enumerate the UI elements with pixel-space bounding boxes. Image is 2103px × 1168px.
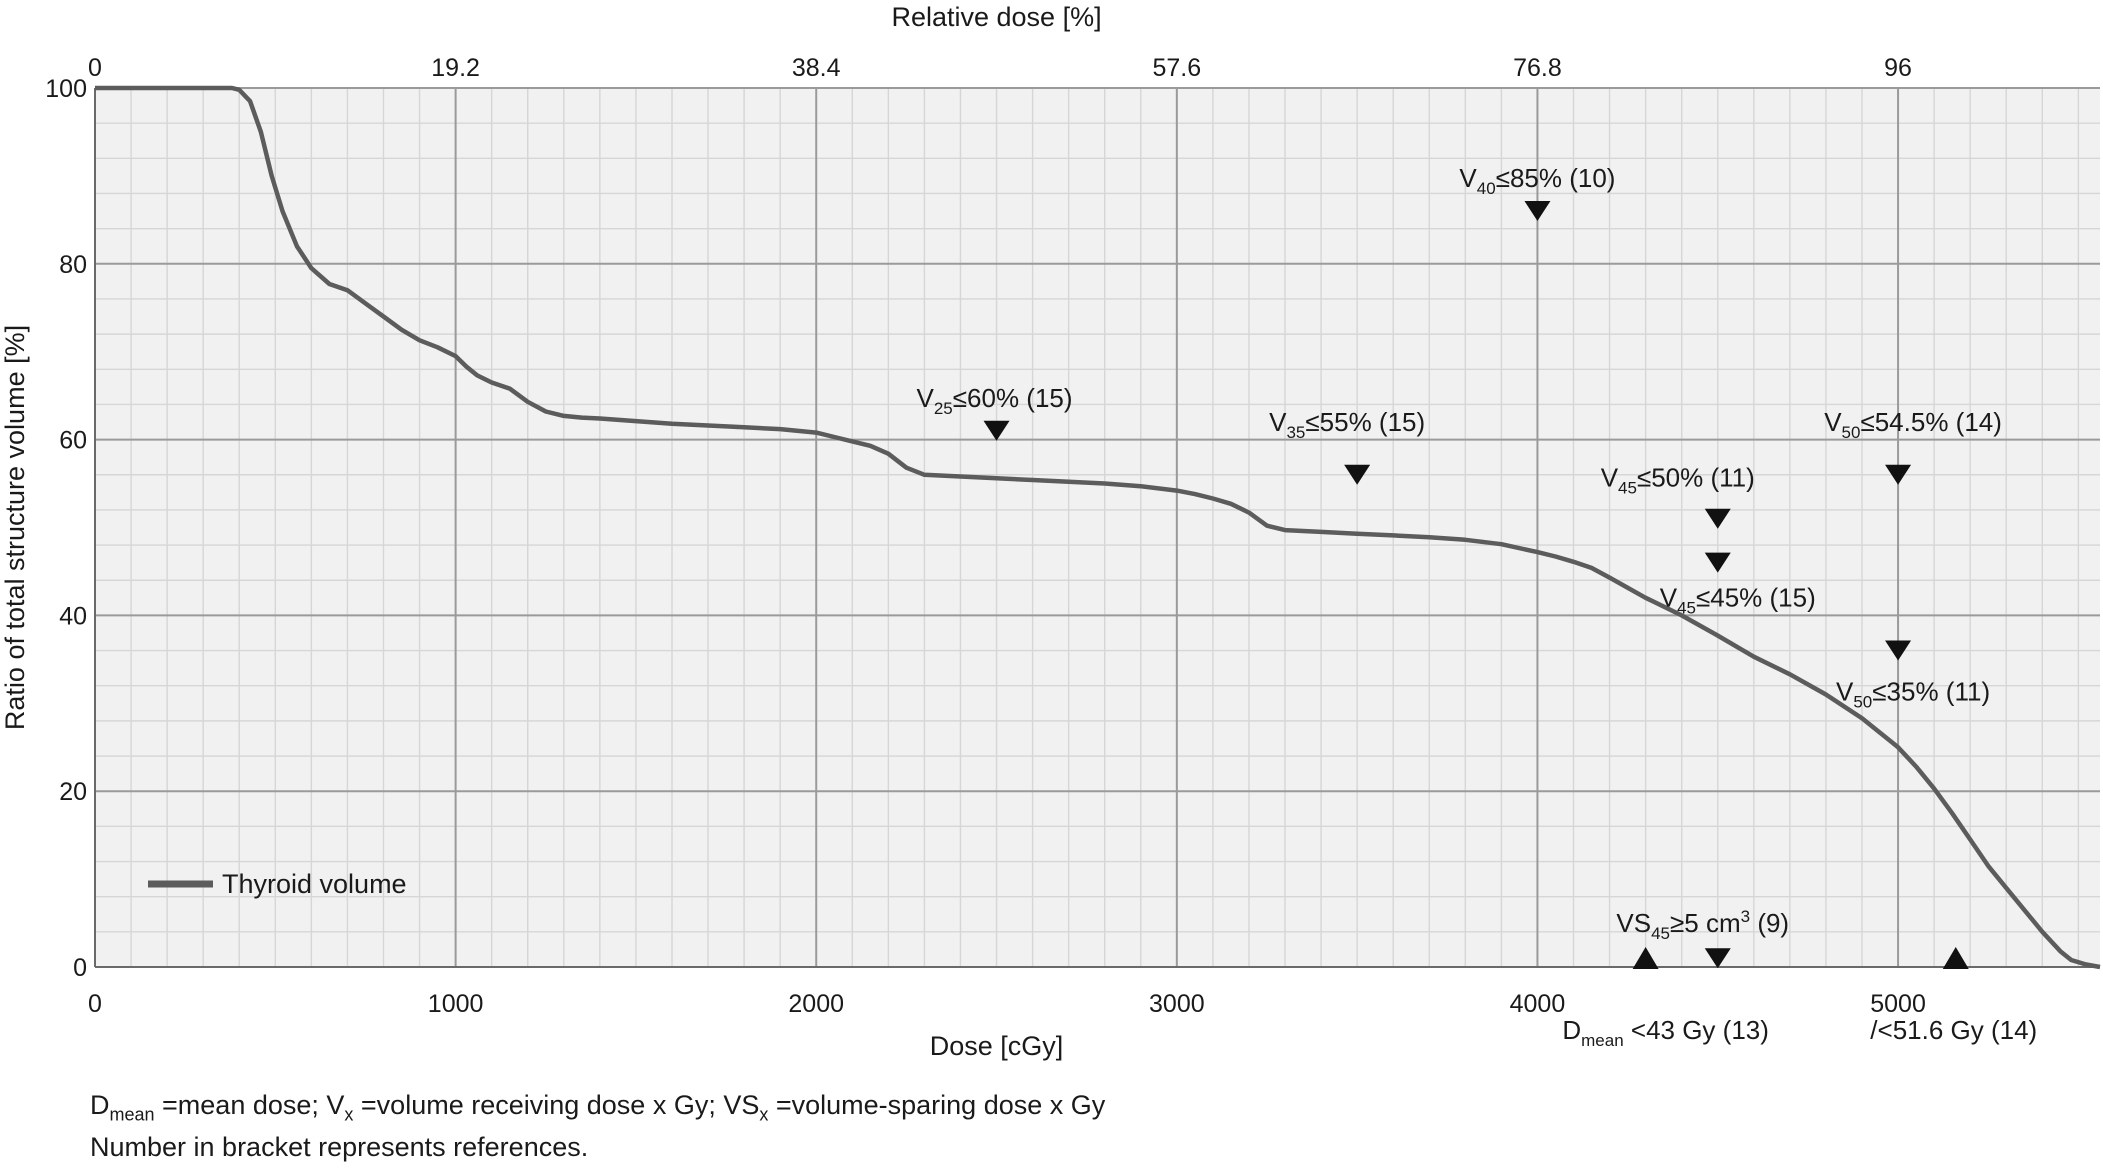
marker-triangle-down bbox=[1524, 201, 1551, 222]
footnote-references: Number in bracket represents references. bbox=[90, 1127, 588, 1167]
dvh-chart: 0 1000 2000 3000 4000 5000 0 19.2 38.4 57.6 76.8 9… bbox=[0, 2, 2101, 1061]
marker-triangle-down bbox=[1704, 508, 1731, 529]
plot-background bbox=[95, 88, 2100, 967]
y-tick-label: 60 bbox=[59, 427, 87, 455]
footnote-vs-sub: x bbox=[759, 1104, 769, 1125]
x2-tick-label: 96 bbox=[1884, 54, 1912, 82]
marker-triangle-down bbox=[1885, 640, 1912, 661]
y-tick-label: 0 bbox=[73, 954, 87, 982]
footnote-definitions: Dmean =mean dose; Vx =volume receiving d… bbox=[90, 1085, 1105, 1134]
marker-triangle-down bbox=[1344, 464, 1371, 485]
marker-label: VS45≥5 cm3 (9) bbox=[1616, 907, 1789, 943]
marker-layer: V40≤85% (10) V25≤60% (15) V35≤55% (15) V50≤… bbox=[917, 163, 2038, 1050]
x-axis-title: Dose [cGy] bbox=[930, 1031, 1064, 1061]
marker-label: Dmean <43 Gy (13) bbox=[1562, 1015, 1769, 1050]
marker-label: V40≤85% (10) bbox=[1459, 163, 1615, 198]
x-tick-label: 1000 bbox=[428, 990, 484, 1018]
marker-label: V45≤45% (15) bbox=[1660, 583, 1816, 618]
x2-tick-label: 57.6 bbox=[1152, 54, 1201, 82]
x-tick-label: 2000 bbox=[788, 990, 844, 1018]
y-tick-label: 40 bbox=[59, 602, 87, 630]
legend-label: Thyroid volume bbox=[222, 869, 407, 899]
y-tick-label: 100 bbox=[45, 75, 87, 103]
x-tick-label: 5000 bbox=[1870, 990, 1926, 1018]
footnote-vs-text: =volume-sparing dose x Gy bbox=[768, 1090, 1106, 1120]
x2-tick-label: 0 bbox=[88, 54, 102, 82]
x2-tick-label: 19.2 bbox=[431, 54, 480, 82]
footnote-d-sub: mean bbox=[109, 1104, 155, 1125]
y-tick-label: 20 bbox=[59, 778, 87, 806]
marker-triangle-down bbox=[1704, 948, 1731, 969]
footnote-references-text: Number in bracket represents references. bbox=[90, 1132, 589, 1162]
marker-label: V25≤60% (15) bbox=[917, 383, 1073, 418]
footnote-d-text: =mean dose; V bbox=[154, 1090, 345, 1120]
x-tick-label: 0 bbox=[88, 990, 102, 1018]
marker-label: V35≤55% (15) bbox=[1269, 407, 1425, 442]
x2-axis-title: Relative dose [%] bbox=[891, 2, 1101, 32]
marker-triangle-down bbox=[1704, 552, 1731, 573]
y-axis-ticks: 0 20 40 60 80 100 bbox=[45, 75, 87, 982]
series-layer bbox=[95, 85, 2101, 970]
marker-label: V50≤35% (11) bbox=[1836, 677, 1990, 712]
legend: Thyroid volume bbox=[148, 869, 407, 899]
x-tick-label: 3000 bbox=[1149, 990, 1205, 1018]
minor-grid bbox=[95, 88, 2100, 967]
marker-label: V45≤50% (11) bbox=[1601, 463, 1755, 498]
marker-label: /<51.6 Gy (14) bbox=[1870, 1015, 2037, 1045]
marker-triangle-down bbox=[983, 420, 1010, 441]
marker-triangle-up bbox=[1632, 947, 1659, 969]
series-line-thyroid-volume bbox=[95, 85, 2101, 970]
x-tick-label: 4000 bbox=[1510, 990, 1566, 1018]
x2-axis-ticks: 0 19.2 38.4 57.6 76.8 96 bbox=[88, 54, 1912, 82]
x2-tick-label: 76.8 bbox=[1513, 54, 1562, 82]
footnote-d: D bbox=[90, 1090, 110, 1120]
major-grid bbox=[94, 87, 2100, 968]
marker-label: V50≤54.5% (14) bbox=[1824, 407, 2002, 442]
x-axis-ticks: 0 1000 2000 3000 4000 5000 bbox=[88, 990, 1926, 1018]
y-tick-label: 80 bbox=[59, 251, 87, 279]
y-axis-title: Ratio of total structure volume [%] bbox=[0, 325, 30, 730]
footnote-v-text: =volume receiving dose x Gy; VS bbox=[353, 1090, 760, 1120]
marker-triangle-up bbox=[1942, 947, 1969, 969]
x2-tick-label: 38.4 bbox=[792, 54, 841, 82]
marker-triangle-down bbox=[1885, 464, 1912, 485]
footnote-v-sub: x bbox=[344, 1104, 354, 1125]
